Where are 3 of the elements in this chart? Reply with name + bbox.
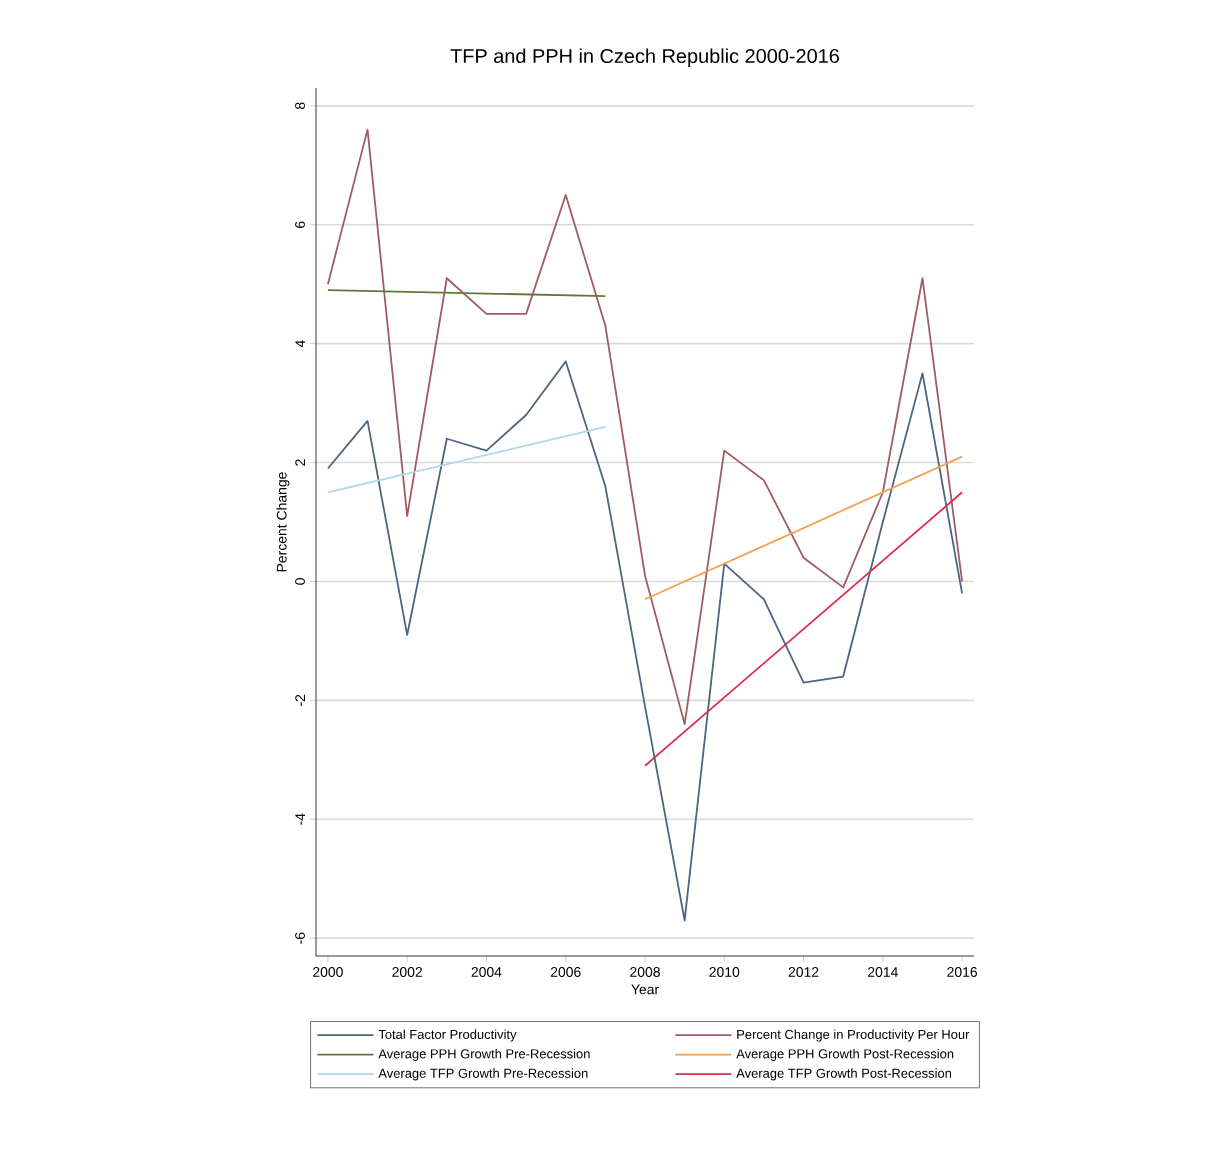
chart-title: TFP and PPH in Czech Republic 2000-2016 [450, 48, 839, 67]
line-series [327, 360, 964, 922]
line-series [327, 128, 964, 726]
